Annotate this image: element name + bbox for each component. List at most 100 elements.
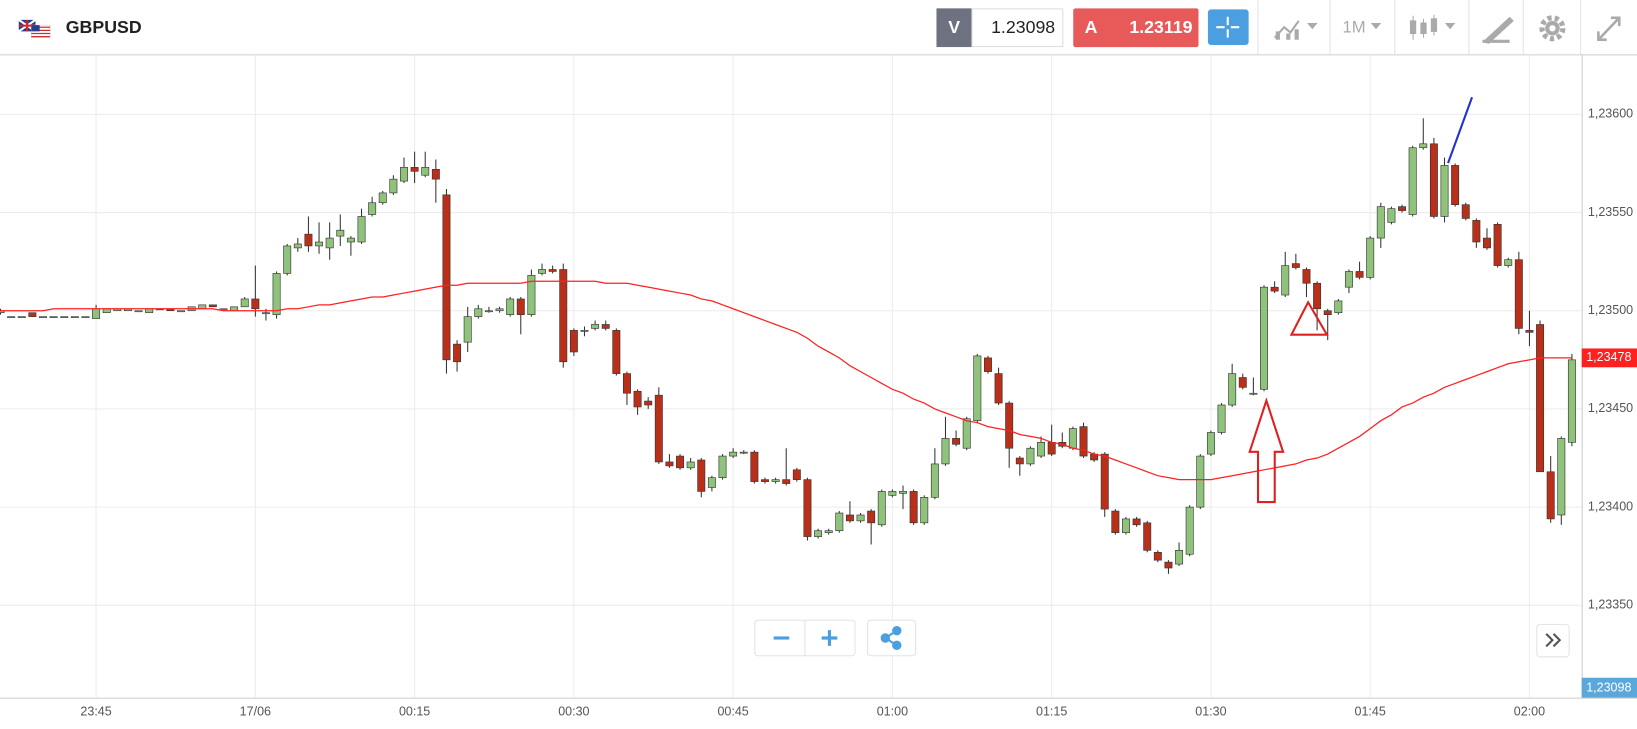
chart-type-menu[interactable]: [1273, 20, 1318, 40]
candle-body: [591, 324, 600, 329]
candle-body: [1514, 259, 1523, 329]
arrow-annotation: [1248, 397, 1285, 504]
candle-body: [622, 373, 631, 394]
candle-body: [1217, 404, 1226, 433]
candle-body: [81, 316, 90, 318]
candle-body: [177, 310, 185, 313]
candle-body: [761, 479, 769, 482]
candle-body: [707, 477, 716, 488]
candle-body: [39, 316, 47, 318]
candle-body: [410, 167, 419, 172]
sell-price-box[interactable]: [971, 8, 1064, 48]
candle-body: [1461, 204, 1470, 219]
candle-body: [261, 312, 270, 315]
trend-line: [1447, 96, 1474, 164]
candle-body: [1281, 265, 1290, 296]
candle-body: [633, 390, 642, 408]
candle-body: [952, 438, 961, 445]
crosshair-button[interactable]: [1207, 9, 1249, 45]
candles: [0, 118, 1576, 574]
ma-price-label: 1,23478: [1586, 350, 1631, 364]
candle-body: [1132, 518, 1141, 526]
candle-body: [792, 469, 801, 480]
candle-body: [729, 451, 738, 457]
candle-type-menu[interactable]: [1409, 14, 1456, 40]
candle-body: [272, 273, 281, 315]
candle-body: [718, 455, 727, 478]
candle-body: [1206, 432, 1215, 455]
candle-body: [49, 316, 58, 318]
candle-body: [1536, 324, 1545, 473]
x-tick-label: 00:30: [558, 705, 589, 719]
candle-body: [1408, 147, 1417, 215]
candle-body: [1175, 550, 1184, 565]
candle-body: [750, 451, 759, 482]
price-labels: 1,23350 1,23400 1,23450 1,23500 1,23550 1,236…: [80, 107, 1637, 719]
plot-area: [0, 55, 1582, 698]
sell-price: 1.23098: [991, 17, 1055, 37]
y-tick-label: 1,23400: [1588, 499, 1633, 513]
x-tick-label: 23:45: [80, 705, 111, 719]
buy-button[interactable]: [1073, 8, 1199, 48]
candle-body: [389, 178, 398, 194]
symbol: GBPUSD: [66, 17, 142, 37]
buy-label: A: [1085, 17, 1098, 37]
candle-body: [421, 167, 430, 176]
candle-body: [654, 394, 663, 463]
candle-body: [835, 512, 844, 532]
candle-body: [17, 316, 26, 318]
x-tick-label: 01:45: [1355, 705, 1386, 719]
candle-body: [1249, 392, 1258, 395]
candle-body: [803, 479, 812, 537]
fullscreen-button[interactable]: [1597, 16, 1621, 42]
candle-body: [400, 167, 408, 182]
candle-body: [1525, 330, 1534, 333]
candle-body: [516, 298, 525, 315]
candle-body: [782, 479, 791, 484]
candle-body: [1472, 220, 1481, 243]
candle-body: [1334, 300, 1343, 314]
candle-body: [601, 324, 610, 329]
candle-body: [28, 312, 37, 317]
candle-body: [357, 216, 366, 243]
timeframe[interactable]: 1M: [1342, 18, 1365, 37]
candle-body: [930, 463, 939, 498]
y-tick-label: 1,23450: [1588, 401, 1633, 415]
x-tick-label: 17/06: [240, 705, 271, 719]
candle-body: [1122, 518, 1130, 533]
candle-body: [1015, 457, 1024, 465]
triangle-annotation: [1289, 300, 1329, 336]
x-tick-label: 01:00: [877, 705, 908, 719]
candle-body: [739, 451, 748, 454]
candle-body: [1557, 438, 1566, 516]
candle-body: [676, 455, 685, 469]
candle-body: [1047, 442, 1056, 455]
drawing-tool[interactable]: [1482, 16, 1514, 44]
candle-body: [697, 459, 706, 492]
zoom-in[interactable]: [821, 630, 838, 646]
y-tick-label: 1,23600: [1588, 107, 1633, 121]
candle-body: [304, 233, 313, 247]
candle-body: [1419, 143, 1428, 149]
candle-body: [1493, 224, 1502, 266]
buy-price: 1.23119: [1129, 17, 1192, 37]
candle-body: [60, 316, 69, 318]
x-tick-label: 01:15: [1036, 705, 1067, 719]
share-button[interactable]: [867, 619, 917, 657]
candle-body: [1037, 442, 1046, 457]
moving-average: [0, 280, 1572, 481]
candle-body: [336, 229, 345, 237]
candle-body: [251, 298, 260, 310]
settings-button[interactable]: [1539, 15, 1566, 42]
candle-body: [612, 330, 621, 374]
timeframe-caret: [1370, 23, 1382, 30]
candle-body: [1228, 373, 1237, 406]
candle-body: [208, 304, 217, 308]
sell-button[interactable]: [936, 8, 972, 48]
candle-body: [824, 530, 833, 533]
candle-body: [1185, 506, 1194, 555]
candle-body: [1270, 286, 1279, 292]
candle-body: [538, 269, 546, 274]
candle-body: [293, 243, 302, 249]
